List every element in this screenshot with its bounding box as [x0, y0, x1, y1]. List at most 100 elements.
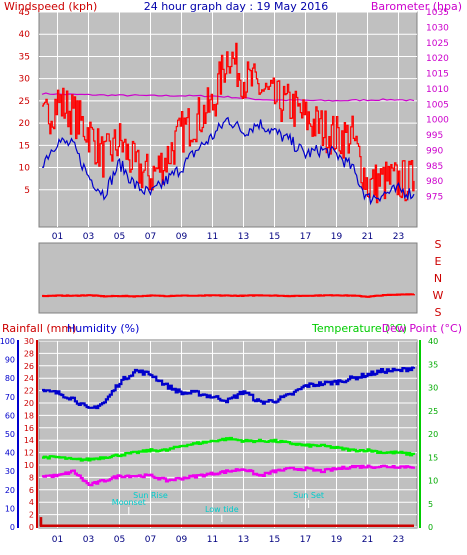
- rainfall-tick-label: 8: [29, 473, 34, 482]
- windspeed-tick-label: 15: [19, 141, 30, 151]
- temperature-tick-label: 25: [428, 407, 438, 416]
- wind-direction-line: [42, 293, 415, 298]
- wind-baro-series: [41, 42, 415, 206]
- hour-tick-label: 01: [52, 232, 63, 242]
- dew-point-line: [42, 464, 416, 487]
- hour-tick-label: 07: [145, 232, 156, 242]
- temperature-tick-label: 40: [428, 337, 438, 346]
- humidity-tick-label: 90: [5, 356, 15, 365]
- windspeed-axis-label: Windspeed (kph): [4, 0, 97, 13]
- rainfall-tick-label: 2: [29, 511, 34, 520]
- hour-tick-label: 05: [114, 535, 125, 545]
- temperature-tick-label: 15: [428, 453, 438, 462]
- windspeed-tick-label: 25: [19, 97, 30, 107]
- rainfall-tick-label: 0: [29, 523, 34, 532]
- windspeed-tick-label: 35: [19, 52, 30, 62]
- hour-tick-label: 17: [300, 232, 311, 242]
- rainfall-tick-label: 12: [24, 449, 34, 458]
- hour-tick-label: 03: [83, 232, 94, 242]
- humidity-tick-labels: 0 10 20 30 40 50 60 70 80 90 100: [0, 337, 15, 532]
- humidity-tick-label: 80: [5, 374, 15, 383]
- rainfall-tick-label: 4: [29, 498, 34, 507]
- hour-tick-label: 03: [83, 535, 94, 545]
- humidity-line: [42, 366, 416, 410]
- humidity-tick-label: 20: [5, 486, 15, 495]
- humidity-tick-label: 30: [5, 467, 15, 476]
- rainfall-tick-label: 30: [24, 337, 34, 346]
- hour-tick-label: 15: [269, 232, 280, 242]
- temp-hum-rain-series: [39, 366, 416, 528]
- rainfall-tick-label: 10: [24, 461, 34, 470]
- windspeed-tick-label: 20: [19, 119, 31, 129]
- temperature-tick-label: 0: [428, 523, 433, 532]
- hour-tick-label: 23: [393, 535, 404, 545]
- wind-gust-line: [42, 42, 415, 204]
- astro-label: Moonset: [112, 498, 146, 507]
- rainfall-tick-label: 24: [24, 374, 34, 383]
- temperature-tick-label: 5: [428, 500, 433, 509]
- barometer-tick-label: 1010: [426, 85, 449, 95]
- rainfall-tick-label: 20: [24, 399, 34, 408]
- barometer-line: [41, 92, 415, 102]
- hour-tick-label: 11: [207, 535, 218, 545]
- compass-label: N: [434, 272, 442, 285]
- hour-tick-label: 19: [331, 535, 343, 545]
- humidity-tick-label: 10: [5, 504, 15, 513]
- hour-tick-label: 05: [114, 232, 125, 242]
- humidity-tick-label: 70: [5, 393, 15, 402]
- hour-tick-label: 19: [331, 232, 343, 242]
- rainfall-tick-label: 28: [24, 349, 34, 358]
- hour-tick-label: 23: [393, 232, 404, 242]
- hour-tick-label: 13: [238, 232, 249, 242]
- hour-tick-label: 09: [176, 232, 188, 242]
- temperature-tick-label: 20: [428, 430, 438, 439]
- wind-baro-hour-labels: 01 03 05 07 09 11 13 15 17 19 21 23: [52, 232, 404, 242]
- astro-label: Sun Rise: [133, 491, 168, 500]
- barometer-tick-label: 995: [426, 131, 443, 141]
- compass-label: S: [435, 306, 442, 319]
- barometer-tick-label: 1015: [426, 70, 449, 80]
- windspeed-tick-label: 45: [19, 8, 30, 18]
- compass-label: W: [433, 289, 444, 302]
- hour-tick-label: 11: [207, 232, 218, 242]
- hour-tick-label: 21: [362, 535, 373, 545]
- rainfall-tick-label: 22: [24, 387, 34, 396]
- barometer-tick-label: 975: [426, 193, 443, 203]
- barometer-tick-label: 1035: [426, 8, 449, 18]
- humidity-tick-label: 100: [0, 337, 15, 346]
- rainfall-axis-label: Rainfall (mm): [2, 322, 76, 335]
- humidity-tick-label: 60: [5, 411, 15, 420]
- windspeed-tick-labels: 5 10 15 20 25 30 35 40 45: [19, 8, 31, 196]
- rainfall-tick-label: 14: [24, 436, 34, 445]
- windspeed-tick-label: 5: [24, 186, 30, 196]
- hour-tick-label: 01: [52, 535, 63, 545]
- chart-title: 24 hour graph day : 19 May 2016: [144, 0, 329, 13]
- hour-tick-label: 09: [176, 535, 188, 545]
- astro-label: Sun Set: [293, 491, 324, 500]
- rainfall-tick-label: 26: [24, 362, 34, 371]
- barometer-tick-label: 985: [426, 162, 443, 172]
- rainfall-tick-label: 6: [29, 486, 34, 495]
- hour-tick-label: 15: [269, 535, 280, 545]
- barometer-axis-label: Barometer (hpa): [371, 0, 462, 13]
- humidity-tick-label: 50: [5, 430, 15, 439]
- compass-label: E: [435, 255, 442, 268]
- barometer-tick-label: 1005: [426, 100, 449, 110]
- temperature-tick-label: 30: [428, 384, 438, 393]
- barometer-tick-label: 990: [426, 146, 443, 156]
- barometer-tick-label: 1030: [426, 23, 449, 33]
- rainfall-tick-label: 16: [24, 424, 34, 433]
- wind-direction-plot-area: [38, 242, 418, 314]
- temperature-tick-label: 35: [428, 360, 438, 369]
- barometer-tick-label: 1025: [426, 39, 449, 49]
- hour-tick-label: 13: [238, 535, 249, 545]
- humidity-axis-label: Humidity (%): [67, 322, 139, 335]
- wind-baro-grid: [39, 11, 417, 227]
- barometer-tick-label: 1020: [426, 54, 449, 64]
